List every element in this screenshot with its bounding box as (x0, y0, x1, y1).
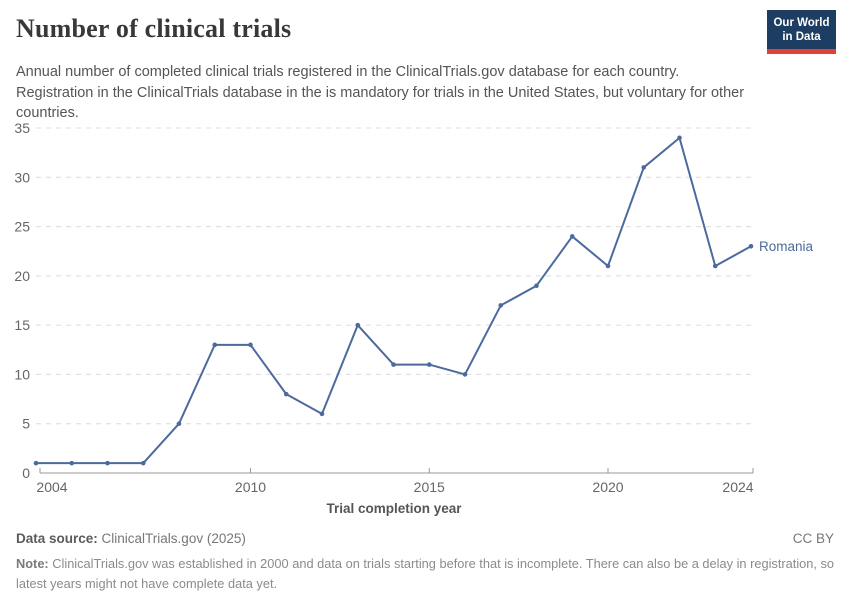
data-source-row: Data source: ClinicalTrials.gov (2025) (16, 531, 834, 546)
data-point[interactable] (319, 411, 325, 417)
chart-note: Note: ClinicalTrials.gov was established… (16, 554, 838, 594)
data-point[interactable] (355, 322, 361, 328)
owid-logo-line2: in Data (782, 31, 821, 43)
data-point[interactable] (212, 342, 218, 348)
data-point[interactable] (283, 391, 289, 397)
series-label-romania[interactable]: Romania (759, 239, 814, 254)
x-axis-tick-label: 2010 (235, 479, 266, 495)
x-axis-tick-label: 2015 (414, 479, 445, 495)
chart-line-romania[interactable] (35, 136, 752, 465)
data-point[interactable] (426, 362, 432, 367)
data-point[interactable] (569, 234, 575, 239)
x-axis-tick-label: 2004 (36, 479, 67, 495)
y-axis-tick-label: 0 (22, 465, 30, 481)
data-point[interactable] (462, 372, 468, 377)
data-point[interactable] (748, 243, 754, 249)
data-source-link[interactable]: ClinicalTrials.gov (2025) (101, 531, 246, 546)
data-point[interactable] (248, 342, 253, 348)
note-text: ClinicalTrials.gov was established in 20… (16, 556, 835, 591)
data-point[interactable] (677, 135, 682, 141)
data-source-label: Data source: (16, 531, 98, 546)
data-point[interactable] (605, 263, 611, 269)
data-point[interactable] (534, 283, 539, 289)
data-point[interactable] (105, 460, 110, 466)
data-point[interactable] (391, 362, 396, 367)
license-link[interactable]: CC BY (792, 531, 834, 546)
page-title: Number of clinical trials (16, 14, 292, 43)
data-point[interactable] (140, 460, 146, 466)
data-point[interactable] (33, 460, 39, 466)
owid-logo-line1: Our World (773, 17, 830, 29)
y-axis-tick-label: 25 (14, 219, 30, 235)
data-point[interactable] (176, 421, 182, 427)
y-axis-tick-label: 30 (14, 169, 30, 185)
note-label: Note: (16, 556, 49, 571)
owid-logo[interactable]: Our World in Data (767, 10, 836, 54)
y-axis-tick-label: 35 (14, 120, 30, 136)
y-axis-tick-label: 20 (14, 268, 30, 284)
data-point[interactable] (69, 460, 75, 466)
y-axis-tick-label: 5 (22, 416, 30, 432)
x-axis-tick-label: 2020 (592, 479, 623, 495)
data-point[interactable] (641, 165, 647, 170)
chart-subtitle: Annual number of completed clinical tria… (16, 64, 745, 122)
data-point[interactable] (712, 263, 718, 269)
x-axis-title: Trial completion year (326, 501, 462, 516)
x-axis-tick-label: 2024 (722, 479, 753, 495)
y-axis-tick-label: 15 (14, 317, 30, 333)
data-point[interactable] (498, 303, 504, 308)
y-axis-tick-label: 10 (14, 366, 30, 382)
